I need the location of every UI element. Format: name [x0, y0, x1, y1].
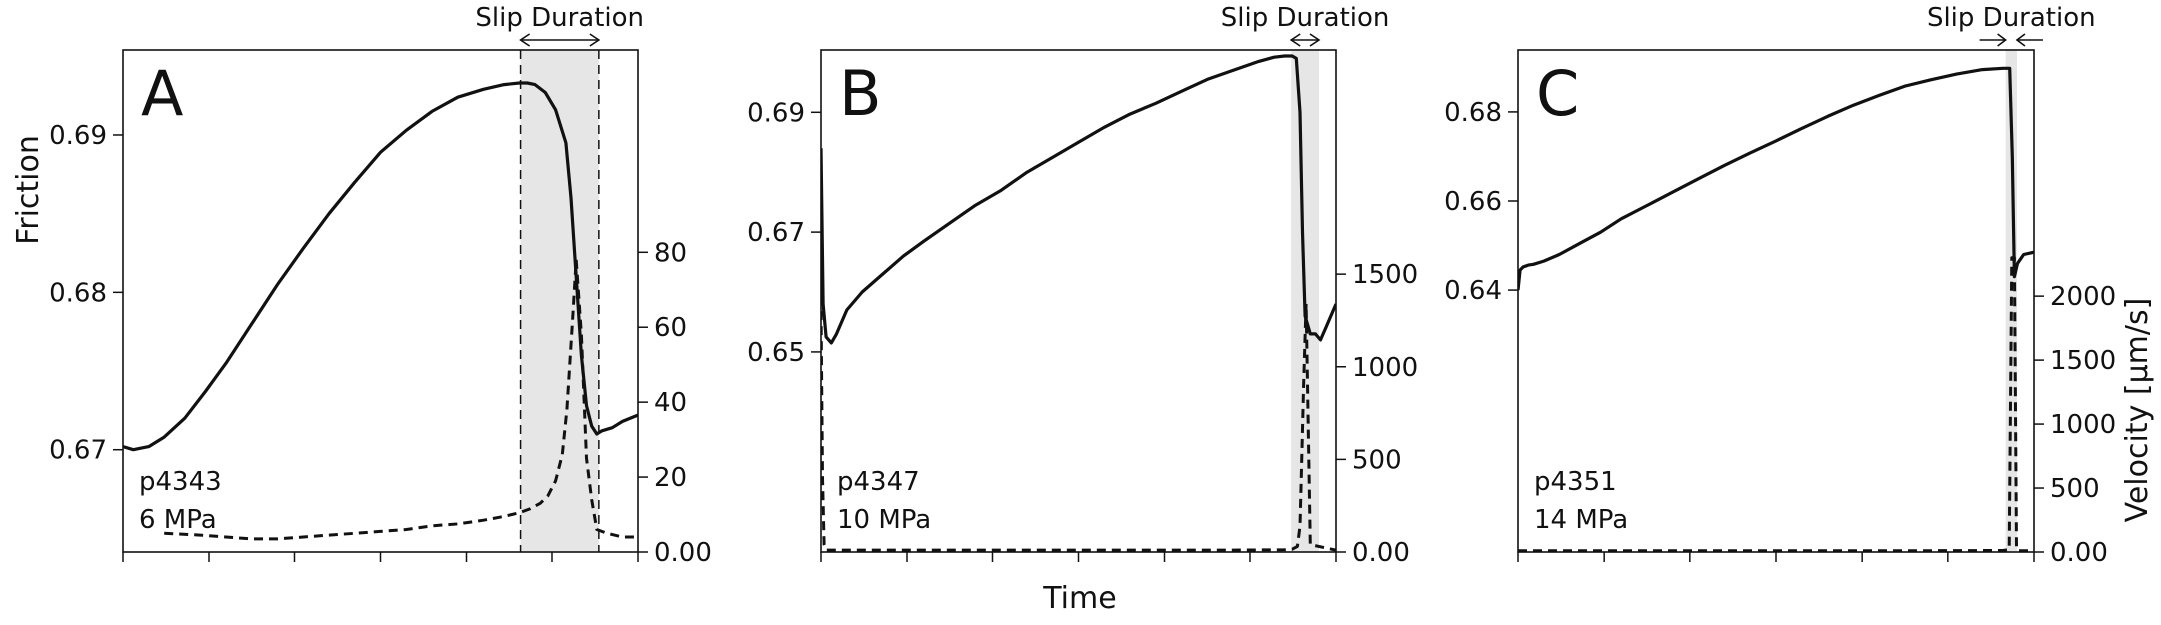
slip-duration-label: Slip Duration — [1927, 3, 2096, 33]
experiment-label: p4347 — [837, 467, 920, 497]
velocity-series-line — [821, 302, 1336, 552]
friction-tick-label: 0.69 — [747, 98, 805, 128]
slip-arrowhead-right — [589, 33, 601, 47]
slip-duration-label: Slip Duration — [1221, 3, 1390, 33]
slip-arrowhead-left — [1997, 33, 2007, 47]
velocity-tick-label: 80 — [654, 238, 687, 268]
slip-arrowhead-left — [519, 33, 531, 47]
velocity-tick-label: 0.00 — [1352, 538, 1410, 568]
experiment-label: p4343 — [139, 467, 222, 497]
friction-series-line — [821, 54, 1336, 345]
slip-duration-label: Slip Duration — [475, 3, 644, 33]
friction-tick-label: 0.66 — [1444, 187, 1502, 217]
panel-a: Slip Duration 0.67 0.68 0.69 0.00 20 40 60 80 Ap4… — [49, 3, 712, 568]
friction-tick-label: 0.65 — [747, 338, 805, 368]
velocity-tick-label: 20 — [654, 463, 687, 493]
stress-label: 10 MPa — [837, 505, 931, 535]
panel-letter: C — [1536, 57, 1579, 130]
slip-arrowhead-right — [2015, 33, 2026, 47]
velocity-series-line — [164, 258, 638, 541]
velocity-tick-label: 1000 — [2050, 410, 2116, 440]
friction-tick-label: 0.68 — [1444, 98, 1502, 128]
panel-letter: B — [839, 57, 882, 130]
friction-tick-label: 0.64 — [1444, 276, 1502, 306]
stress-label: 14 MPa — [1534, 505, 1628, 535]
velocity-tick-label: 1500 — [2050, 346, 2116, 376]
friction-tick-label: 0.68 — [49, 278, 107, 308]
friction-axis-title: Friction — [11, 135, 46, 245]
friction-series-line — [123, 81, 638, 452]
velocity-tick-label: 1000 — [1352, 353, 1418, 383]
experiment-label: p4351 — [1534, 467, 1617, 497]
panel-letter: A — [141, 57, 183, 130]
panels: Slip Duration 0.67 0.68 0.69 0.00 20 40 60 80 Ap4… — [49, 3, 2116, 568]
slip-arrowhead-left — [1289, 33, 1301, 47]
panel-c: Slip Duration 0.64 0.66 0.68 0.00 500 1000 1500… — [1444, 3, 2116, 568]
velocity-tick-label: 0.00 — [2050, 538, 2108, 568]
slip-arrowhead-right — [1309, 33, 1321, 47]
panel-b: Slip Duration 0.65 0.67 0.69 0.00 500 1000 1500… — [747, 3, 1418, 568]
friction-tick-label: 0.67 — [747, 218, 805, 248]
velocity-tick-label: 40 — [654, 388, 687, 418]
velocity-tick-label: 500 — [2050, 474, 2100, 504]
stress-label: 6 MPa — [139, 505, 217, 535]
velocity-tick-label: 2000 — [2050, 282, 2116, 312]
velocity-tick-label: 500 — [1352, 445, 1402, 475]
velocity-tick-label: 1500 — [1352, 260, 1418, 290]
velocity-axis-title: Velocity [μm/s] — [2120, 298, 2155, 523]
velocity-series-line — [1518, 256, 2034, 552]
velocity-tick-label: 60 — [654, 313, 687, 343]
friction-tick-label: 0.67 — [49, 436, 107, 466]
time-axis-title: Time — [1042, 581, 1116, 616]
friction-tick-label: 0.69 — [49, 121, 107, 151]
velocity-tick-label: 0.00 — [654, 538, 712, 568]
friction-series-line — [1518, 66, 2034, 291]
